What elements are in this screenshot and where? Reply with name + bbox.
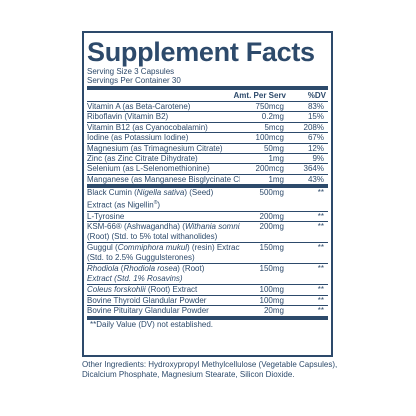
ingredient-row: L-Tyrosine 200mg ** <box>87 210 328 221</box>
ingredient-row: Rhodiola (Rhodiola rosea) (Root) Extract … <box>87 263 328 284</box>
nutrient-dv: 15% <box>307 112 324 122</box>
nutrient-dv: 208% <box>303 122 324 132</box>
nutrient-row: Magnesium (as Trimagnesium Citrate) 50mg… <box>87 142 328 153</box>
section-divider <box>87 184 328 188</box>
nutrient-name: Vitamin B12 (as Cyanocobalamin) <box>87 122 208 132</box>
ingredient-dv: ** <box>317 285 324 295</box>
panel-title: Supplement Facts <box>87 37 315 67</box>
nutrient-row: Vitamin B12 (as Cyanocobalamin) 5mcg 208… <box>87 121 328 132</box>
column-header: Amt. Per Serv %DV <box>87 91 328 101</box>
dv-header: %DV <box>307 91 326 100</box>
nutrient-name: Manganese (as Manganese Bisglycinate Che… <box>87 174 240 184</box>
dv-footnote: **Daily Value (DV) not established. <box>87 318 328 330</box>
ingredient-name: Coleus forskohlii (Root) Extract <box>87 285 198 295</box>
ingredient-name: Bovine Pituitary Glandular Powder <box>87 306 209 316</box>
nutrient-name: Selenium (as L-Selenomethionine) <box>87 164 210 174</box>
nutrient-amount: 100mcg <box>255 133 284 143</box>
ingredient-name: Guggul (Commiphora mukul) (resin) Extrac… <box>87 243 240 263</box>
serving-size: Serving Size 3 Capsules <box>87 67 175 76</box>
ingredient-row: Coleus forskohlii (Root) Extract 100mg *… <box>87 284 328 294</box>
ingredient-amount: 200mg <box>259 211 284 221</box>
nutrient-name: Iodine (as Potassium Iodine) <box>87 133 189 143</box>
ingredient-amount: 150mg <box>259 264 284 274</box>
ingredient-row: KSM-66® (Ashwagandha) (Withania somnifer… <box>87 221 328 242</box>
botanical-rows: Black Cumin (Nigella sativa) (Seed) Extra… <box>87 187 328 315</box>
nutrient-amount: 750mcg <box>255 102 284 111</box>
ingredient-amount: 150mg <box>259 243 284 253</box>
nutrient-row: Zinc (as Zinc Citrate Dihydrate) 1mg 9% <box>87 153 328 163</box>
nutrient-dv: 67% <box>307 133 324 143</box>
ingredient-amount: 100mg <box>259 285 284 295</box>
ingredient-row: Bovine Pituitary Glandular Powder 20mg *… <box>87 305 328 315</box>
nutrient-row: Riboflavin (Vitamin B2) 0.2mg 15% <box>87 111 328 121</box>
vitamin-rows: Vitamin A (as Beta-Carotene) 750mcg 83% … <box>87 101 328 184</box>
ingredient-dv: ** <box>317 264 324 274</box>
nutrient-amount: 50mg <box>263 143 284 153</box>
nutrient-name: Vitamin A (as Beta-Carotene) <box>87 102 191 111</box>
nutrient-dv: 43% <box>307 174 324 184</box>
nutrient-amount: 200mcg <box>255 164 284 174</box>
nutrient-row: Iodine (as Potassium Iodine) 100mcg 67% <box>87 132 328 142</box>
nutrient-dv: 83% <box>307 102 324 111</box>
ingredient-row: Black Cumin (Nigella sativa) (Seed) Extra… <box>87 187 328 211</box>
servings-per-container: Servings Per Container 30 <box>87 76 181 85</box>
nutrient-row: Selenium (as L-Selenomethionine) 200mcg … <box>87 163 328 173</box>
nutrient-amount: 1mg <box>268 174 284 184</box>
nutrient-name: Magnesium (as Trimagnesium Citrate) <box>87 143 223 153</box>
ingredient-amount: 20mg <box>263 306 284 316</box>
ingredient-name: Bovine Thyroid Glandular Powder <box>87 295 207 305</box>
ingredient-dv: ** <box>317 306 324 316</box>
nutrient-amount: 5mcg <box>264 122 284 132</box>
ingredient-row: Bovine Thyroid Glandular Powder 100mg ** <box>87 294 328 305</box>
nutrient-dv: 364% <box>303 164 324 174</box>
other-ingredients: Other Ingredients: Hydroxypropyl Methylc… <box>82 360 338 379</box>
nutrient-dv: 9% <box>312 154 324 164</box>
thick-divider <box>87 86 328 90</box>
supplement-facts-panel: Supplement Facts Serving Size 3 Capsules… <box>82 31 333 357</box>
ingredient-amount: 100mg <box>259 295 284 305</box>
nutrient-name: Zinc (as Zinc Citrate Dihydrate) <box>87 154 198 164</box>
nutrient-name: Riboflavin (Vitamin B2) <box>87 112 169 122</box>
nutrient-amount: 1mg <box>268 154 284 164</box>
ingredient-dv: ** <box>317 222 324 232</box>
section-divider <box>87 315 328 319</box>
nutrient-row: Manganese (as Manganese Bisglycinate Che… <box>87 173 328 184</box>
ingredient-name: Black Cumin (Nigella sativa) (Seed) Extra… <box>87 188 214 210</box>
ingredient-name: L-Tyrosine <box>87 211 125 221</box>
nutrient-row: Vitamin A (as Beta-Carotene) 750mcg 83% <box>87 101 328 111</box>
ingredient-dv: ** <box>317 243 324 253</box>
nutrient-dv: 12% <box>307 143 324 153</box>
ingredient-amount: 500mg <box>259 188 284 198</box>
ingredient-dv: ** <box>317 211 324 221</box>
ingredient-name: KSM-66® (Ashwagandha) (Withania somnifer… <box>87 222 240 242</box>
amount-header: Amt. Per Serv <box>233 91 286 100</box>
ingredient-dv: ** <box>317 188 324 198</box>
ingredient-row: Guggul (Commiphora mukul) (resin) Extrac… <box>87 242 328 263</box>
ingredient-name: Rhodiola (Rhodiola rosea) (Root) Extract … <box>87 264 205 284</box>
ingredient-amount: 200mg <box>259 222 284 232</box>
ingredient-dv: ** <box>317 295 324 305</box>
nutrient-amount: 0.2mg <box>261 112 284 122</box>
